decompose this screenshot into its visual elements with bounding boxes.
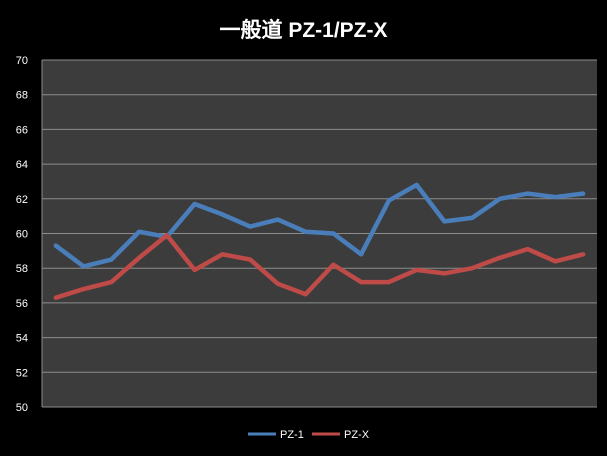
y-tick-label: 50 (16, 402, 28, 414)
series-line-pz-x (53, 232, 586, 300)
chart-title: 一般道 PZ-1/PZ-X (219, 19, 388, 42)
y-tick-label: 60 (16, 229, 28, 241)
y-tick-label: 64 (16, 159, 28, 171)
legend-label: PZ-1 (280, 429, 304, 441)
y-tick-label: 70 (16, 55, 28, 67)
y-tick-label: 56 (16, 298, 28, 310)
y-tick-label: 68 (16, 90, 28, 102)
y-tick-label: 62 (16, 194, 28, 206)
y-tick-label: 58 (16, 263, 28, 275)
series-line-pz-1 (53, 182, 586, 269)
legend-label: PZ-X (344, 429, 370, 441)
y-tick-label: 66 (16, 124, 28, 136)
y-tick-label: 52 (16, 367, 28, 379)
y-tick-label: 54 (16, 333, 28, 345)
